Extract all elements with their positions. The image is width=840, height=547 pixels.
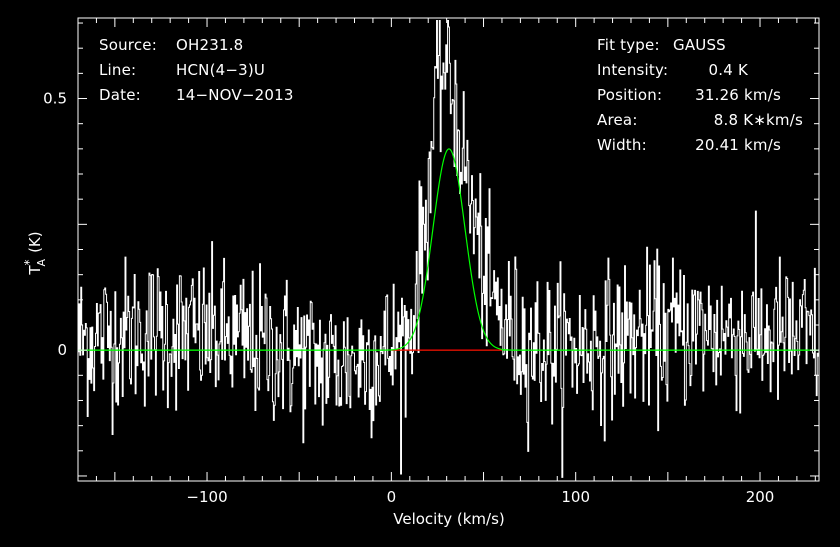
gaussian-fit-line: [78, 148, 819, 351]
x-tick-label: 0: [387, 488, 397, 506]
intensity-label: Intensity:: [597, 61, 669, 79]
x-tick-label: −100: [186, 488, 227, 506]
date-value: 14−NOV−2013: [176, 86, 294, 104]
area-label: Area:: [597, 111, 638, 129]
fit-type-label: Fit type:: [597, 36, 660, 54]
y-axis-label-main: T: [26, 265, 44, 276]
width-value: 20.41 km/s: [695, 136, 781, 154]
date-label: Date:: [99, 86, 141, 104]
position-label: Position:: [597, 86, 663, 104]
y-tick-label: 0.5: [43, 90, 67, 108]
fit-type-value: GAUSS: [673, 36, 726, 54]
line-value: HCN(4−3)U: [176, 61, 266, 79]
x-axis-label: Velocity (km/s): [393, 510, 504, 528]
axis-ticks: [77, 18, 819, 481]
line-label: Line:: [99, 61, 137, 79]
x-tick-label: 200: [746, 488, 775, 506]
y-axis-label-unit: (K): [26, 231, 44, 253]
y-axis-label-sup: *: [22, 259, 36, 265]
source-value: OH231.8: [176, 36, 244, 54]
axis-tick-labels: −100 0 100 200 0 0.5: [43, 90, 774, 506]
y-tick-label: 0: [57, 341, 67, 359]
position-value: 31.26 km/s: [695, 86, 781, 104]
intensity-value: 0.4 K: [708, 61, 748, 79]
source-label: Source:: [99, 36, 157, 54]
spectrum-series: [78, 20, 819, 478]
area-value: 8.8 K∗km/s: [713, 111, 803, 129]
y-axis-label: T*A (K): [22, 231, 48, 275]
x-tick-label: 100: [561, 488, 590, 506]
spectrum-trace: [78, 20, 819, 478]
width-label: Width:: [597, 136, 647, 154]
plot-area: [78, 20, 819, 478]
y-axis-label-sub: A: [35, 258, 48, 266]
